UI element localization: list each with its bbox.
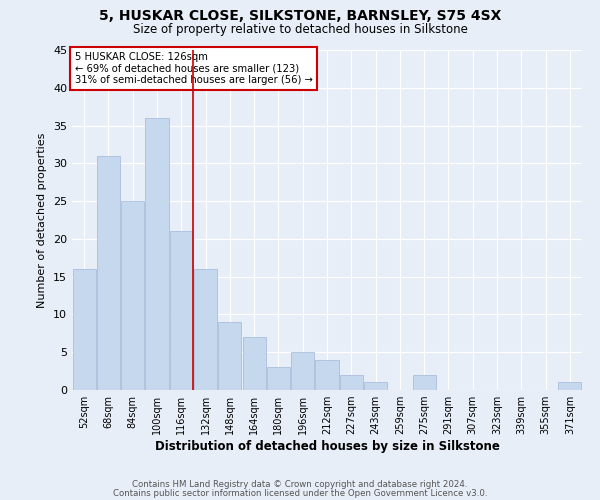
Bar bbox=[340, 375, 363, 390]
Bar bbox=[145, 118, 169, 390]
Bar bbox=[316, 360, 338, 390]
Text: 5 HUSKAR CLOSE: 126sqm
← 69% of detached houses are smaller (123)
31% of semi-de: 5 HUSKAR CLOSE: 126sqm ← 69% of detached… bbox=[74, 52, 313, 85]
Text: Contains HM Land Registry data © Crown copyright and database right 2024.: Contains HM Land Registry data © Crown c… bbox=[132, 480, 468, 489]
Bar bbox=[413, 375, 436, 390]
Bar bbox=[170, 232, 193, 390]
Bar bbox=[194, 269, 217, 390]
Bar bbox=[73, 269, 95, 390]
Bar bbox=[97, 156, 120, 390]
Bar bbox=[364, 382, 387, 390]
Bar bbox=[267, 368, 290, 390]
Text: 5, HUSKAR CLOSE, SILKSTONE, BARNSLEY, S75 4SX: 5, HUSKAR CLOSE, SILKSTONE, BARNSLEY, S7… bbox=[99, 9, 501, 23]
Y-axis label: Number of detached properties: Number of detached properties bbox=[37, 132, 47, 308]
Text: Contains public sector information licensed under the Open Government Licence v3: Contains public sector information licen… bbox=[113, 488, 487, 498]
X-axis label: Distribution of detached houses by size in Silkstone: Distribution of detached houses by size … bbox=[155, 440, 499, 453]
Bar bbox=[559, 382, 581, 390]
Bar bbox=[218, 322, 241, 390]
Bar bbox=[242, 337, 266, 390]
Bar bbox=[291, 352, 314, 390]
Bar bbox=[121, 201, 144, 390]
Text: Size of property relative to detached houses in Silkstone: Size of property relative to detached ho… bbox=[133, 22, 467, 36]
